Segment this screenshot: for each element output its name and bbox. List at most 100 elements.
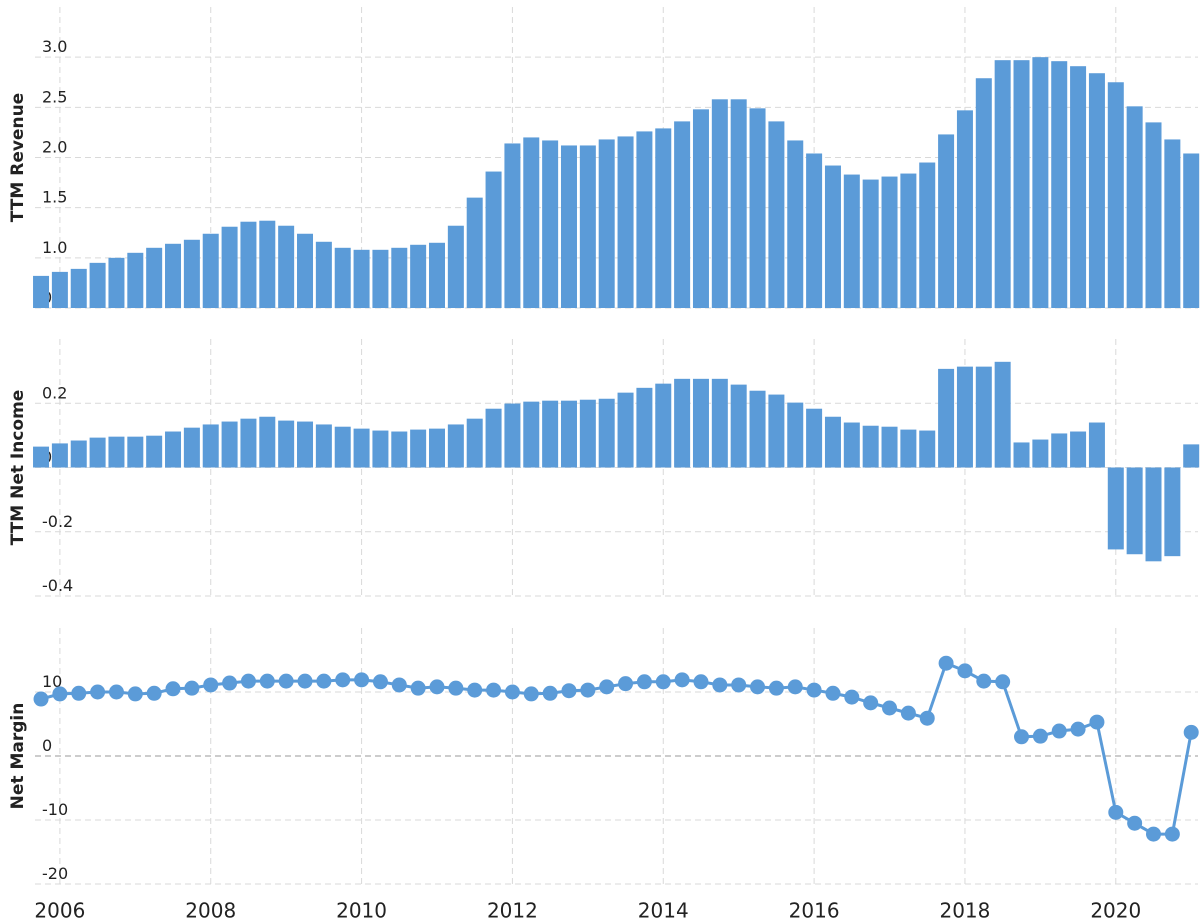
y-axis-title: Net Margin: [8, 703, 28, 810]
y-tick-label: -0.2: [42, 512, 73, 531]
bar: [617, 136, 634, 308]
bar: [1107, 82, 1124, 308]
bar: [1164, 467, 1181, 557]
bar: [1013, 60, 1030, 308]
bar: [315, 424, 332, 468]
bar: [862, 179, 879, 308]
bar: [636, 387, 653, 468]
point: [372, 674, 388, 690]
point: [599, 679, 615, 695]
bar: [994, 361, 1011, 468]
point: [1070, 721, 1086, 737]
bar: [504, 143, 521, 308]
point: [844, 689, 860, 705]
bar: [127, 252, 144, 308]
bar: [1088, 422, 1105, 468]
bar: [127, 436, 144, 468]
bar: [259, 416, 276, 468]
point: [1089, 714, 1105, 730]
bar: [89, 262, 106, 308]
bar: [315, 241, 332, 308]
y-axis-title: TTM Revenue: [8, 93, 28, 222]
bar: [919, 430, 936, 468]
point: [71, 685, 87, 701]
bar: [278, 225, 295, 308]
bar: [221, 421, 238, 468]
point: [448, 680, 464, 696]
point: [712, 677, 728, 693]
point: [467, 682, 483, 698]
bar: [881, 426, 898, 468]
bar: [1070, 431, 1087, 468]
point: [203, 677, 219, 693]
y-axis-title: TTM Net Income: [8, 390, 28, 546]
bar: [466, 197, 483, 308]
bar: [504, 403, 521, 468]
bar: [447, 225, 464, 308]
bar: [183, 427, 200, 468]
bar: [33, 446, 50, 468]
bar: [881, 176, 898, 308]
bar: [692, 378, 709, 468]
bar: [768, 394, 785, 468]
point: [1146, 826, 1162, 842]
y-tick-label: 0: [42, 736, 52, 755]
bar: [787, 402, 804, 468]
bar: [485, 408, 502, 468]
y-tick-label: 0.2: [42, 383, 67, 402]
bar: [146, 435, 163, 468]
bar: [183, 239, 200, 308]
bar: [843, 422, 860, 468]
bar: [278, 420, 295, 468]
point: [693, 674, 709, 690]
bar: [1107, 467, 1124, 550]
bar: [297, 421, 314, 468]
bar: [372, 430, 389, 468]
bar: [1145, 122, 1162, 308]
bar: [391, 431, 408, 468]
bar: [70, 268, 87, 308]
point: [259, 673, 275, 689]
bar: [165, 431, 182, 468]
bar: [900, 173, 917, 308]
bar: [70, 440, 87, 468]
bar: [542, 400, 559, 468]
point: [108, 684, 124, 700]
bar: [994, 60, 1011, 308]
x-tick-label: 2006: [34, 899, 85, 922]
x-tick-label: 2012: [487, 899, 538, 922]
bar: [919, 162, 936, 308]
bar: [655, 128, 672, 308]
point: [542, 685, 558, 701]
point: [146, 685, 162, 701]
bar: [711, 99, 728, 308]
bar: [579, 399, 596, 468]
bar: [1088, 73, 1105, 308]
bar: [428, 242, 445, 308]
bar: [560, 400, 577, 468]
point: [900, 705, 916, 721]
point: [33, 691, 49, 707]
bar: [447, 424, 464, 468]
bar: [1183, 153, 1200, 308]
point: [410, 680, 426, 696]
point: [297, 673, 313, 689]
point: [995, 674, 1011, 690]
bar: [108, 436, 125, 468]
point: [957, 663, 973, 679]
point: [523, 686, 539, 702]
bar: [202, 424, 219, 468]
bar: [730, 99, 747, 308]
bar: [334, 426, 351, 468]
bar: [428, 428, 445, 468]
y-tick-label: 1.0: [42, 238, 67, 257]
bar: [824, 416, 841, 468]
bar: [108, 257, 125, 308]
point: [561, 683, 577, 699]
bar: [165, 243, 182, 308]
point: [618, 676, 634, 692]
y-tick-label: 3.0: [42, 37, 67, 56]
point: [825, 685, 841, 701]
bar: [259, 220, 276, 308]
